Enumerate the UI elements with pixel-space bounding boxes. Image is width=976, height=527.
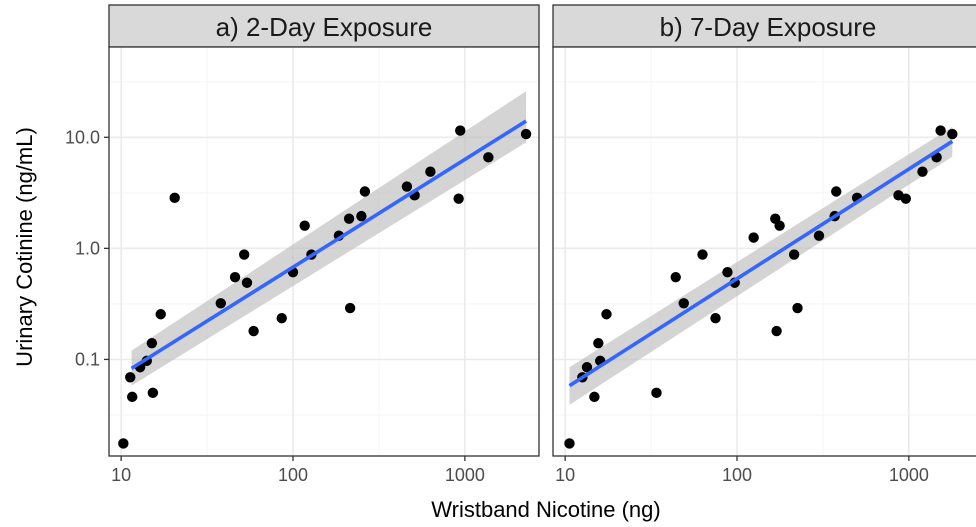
- data-point: [215, 298, 226, 309]
- data-point: [697, 249, 708, 260]
- data-point: [146, 337, 158, 349]
- x-tick-label: 10: [111, 465, 131, 485]
- data-point: [147, 387, 159, 399]
- x-tick-label: 100: [722, 465, 752, 485]
- data-point: [169, 192, 180, 204]
- data-point: [771, 325, 782, 337]
- panel-a: a) 2-Day Exposure 10 100 1000 0.1 1.0 10.0: [65, 4, 540, 485]
- confidence-band: [131, 91, 527, 386]
- data-point: [774, 220, 785, 231]
- data-point: [155, 309, 166, 320]
- panel-border: [552, 46, 976, 457]
- panel-border: [108, 46, 540, 457]
- data-point: [722, 266, 733, 278]
- data-point: [564, 438, 575, 449]
- data-point: [241, 277, 253, 288]
- data-point: [425, 166, 436, 177]
- data-point: [831, 186, 842, 197]
- panel-b-title: b) 7-Day Exposure: [660, 12, 877, 42]
- data-point: [127, 391, 138, 403]
- data-point: [356, 210, 367, 222]
- data-point: [813, 230, 825, 241]
- y-axis-title: Urinary Cotinine (ng/mL): [12, 127, 37, 367]
- data-point: [483, 152, 494, 163]
- data-point: [601, 309, 612, 320]
- data-point: [238, 249, 250, 260]
- data-point: [748, 232, 759, 243]
- data-point: [344, 302, 356, 314]
- data-point: [593, 337, 604, 349]
- strip-b-background: [552, 4, 976, 48]
- data-point: [359, 186, 371, 197]
- y-tick-label: 1.0: [75, 238, 100, 258]
- data-point: [520, 128, 532, 140]
- y-tick-label: 0.1: [75, 349, 100, 369]
- strip-a-background: [108, 4, 540, 48]
- x-axis-title: Wristband Nicotine (ng): [431, 497, 660, 522]
- data-point: [229, 271, 241, 283]
- data-point: [935, 125, 946, 136]
- data-point: [455, 125, 466, 136]
- data-point: [299, 220, 310, 231]
- data-point: [678, 298, 689, 309]
- data-point: [125, 372, 136, 383]
- data-point: [947, 128, 958, 140]
- data-point: [276, 312, 287, 324]
- data-point: [900, 193, 912, 204]
- data-point: [581, 362, 593, 373]
- data-point: [670, 271, 681, 283]
- regression-line: [130, 119, 528, 370]
- data-point: [917, 166, 928, 177]
- data-point: [710, 312, 721, 324]
- data-point: [118, 438, 129, 449]
- data-point: [788, 249, 800, 260]
- data-point: [792, 302, 803, 314]
- x-tick-label: 1000: [445, 465, 485, 485]
- data-point: [248, 325, 259, 337]
- x-tick-label: 10: [555, 465, 575, 485]
- panel-a-plot-area: 10 100 1000 0.1 1.0 10.0: [65, 46, 540, 485]
- data-point: [343, 213, 355, 224]
- data-point: [651, 387, 662, 399]
- data-point: [589, 391, 600, 403]
- panel-b: b) 7-Day Exposure 10 100 1000: [552, 4, 976, 485]
- panel-a-title: a) 2-Day Exposure: [216, 12, 433, 42]
- x-tick-label: 100: [278, 465, 308, 485]
- x-tick-label: 1000: [889, 465, 929, 485]
- y-tick-label: 10.0: [65, 127, 100, 147]
- data-point: [401, 181, 413, 192]
- panel-b-plot-area: 10 100 1000: [552, 46, 976, 485]
- regression-line: [568, 139, 954, 388]
- data-point: [453, 193, 464, 204]
